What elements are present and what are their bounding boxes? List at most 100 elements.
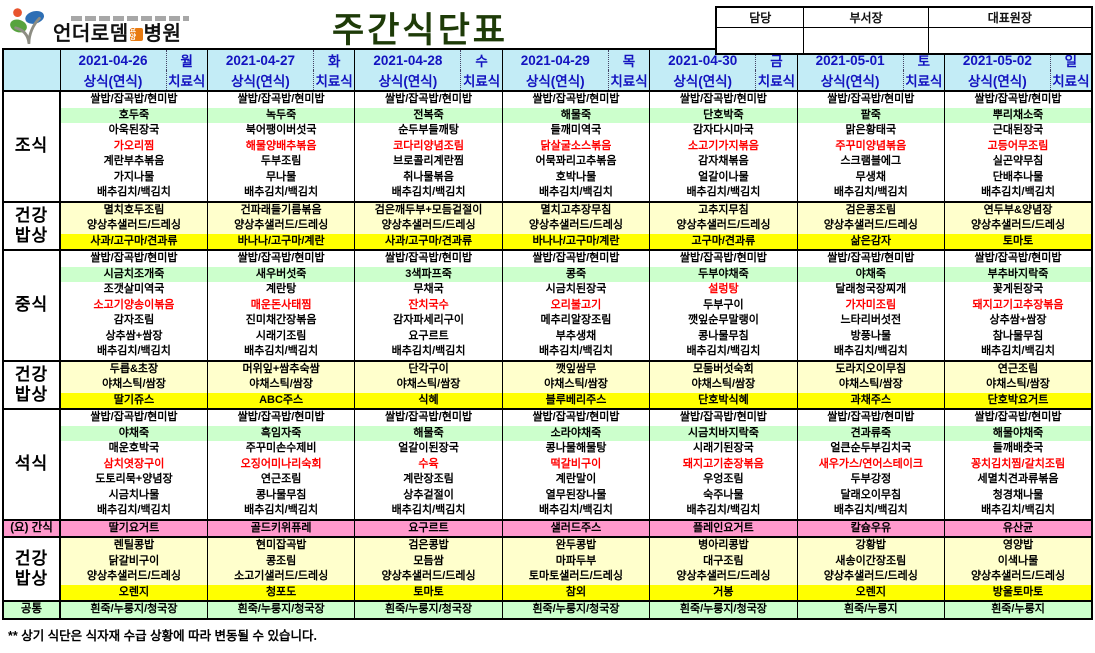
menu-item: 양상추샐러드/드레싱 <box>59 569 208 585</box>
menu-item: 돼지고기고추장볶음 <box>944 297 1092 313</box>
menu-row: 시금치나물 콩나물무침 상추겉절이 열무된장나물 숙주나물 달래오이무침 청경채나물 <box>3 487 1092 503</box>
menu-item: 고등어무조림 <box>944 138 1092 154</box>
menu-item: 매운호박국 <box>59 441 208 457</box>
day-date: 2021-05-02 <box>962 52 1032 68</box>
menu-item: 야채죽 <box>59 425 208 441</box>
menu-item: 청포도 <box>206 584 355 601</box>
menu-item: 딸기쥬스 <box>59 392 208 409</box>
menu-item: 청경채나물 <box>944 487 1092 503</box>
menu-item: 계란말이 <box>501 472 650 488</box>
menu-row: 호두죽 녹두죽 전복죽 해물죽 단호박죽 팥죽 뿌리채소죽 <box>3 107 1092 123</box>
logo-tagline <box>71 16 189 21</box>
menu-item: 멸치호두조림 <box>59 200 208 218</box>
menu-item: 느타리버섯전 <box>796 313 945 329</box>
menu-item: 배추김치/백김치 <box>796 344 945 361</box>
menu-item: 계란장조림 <box>354 472 503 488</box>
diet-type-normal: 상식(연식) <box>673 74 733 89</box>
menu-row: 삼치엿장구이 오징어미나리숙회 수육 떡갈비구이 돼지고기춘장볶음 새우가스/연어스테이크… <box>3 456 1092 472</box>
menu-item: 쌀밥/잡곡밥/현미밥 <box>59 249 208 267</box>
menu-item: 고추지무침 <box>649 200 798 218</box>
menu-item: 배추김치/백김치 <box>796 185 945 202</box>
menu-item: 양상추샐러드/드레싱 <box>649 218 798 234</box>
menu-item: 식혜 <box>354 392 503 409</box>
menu-item: 야채스틱/쌈장 <box>501 377 650 393</box>
menu-item: 배추김치/백김치 <box>59 503 208 520</box>
diet-type-header-4: 상식(연식) 치료식 <box>501 70 650 92</box>
menu-item: 오렌지 <box>59 584 208 601</box>
menu-item: 양상추샐러드/드레싱 <box>354 218 503 234</box>
page-title: 주간식단표 <box>331 11 509 50</box>
menu-item: 진미채간장볶음 <box>206 313 355 329</box>
menu-item: 브로콜리계란찜 <box>354 154 503 170</box>
diet-type-header-2: 상식(연식) 치료식 <box>206 70 355 92</box>
menu-item: 야채스틱/쌈장 <box>206 377 355 393</box>
hospital-logo: 언더로뎀 요양 병원 <box>8 6 189 44</box>
approval-sign-director <box>927 27 1093 55</box>
logo-name-main: 언더로뎀 <box>53 23 129 45</box>
menu-item: 토마토샐러드/드레싱 <box>501 569 650 585</box>
menu-item: 방울토마토 <box>944 584 1092 601</box>
menu-item: 토마토 <box>944 233 1092 250</box>
menu-item: 배추김치/백김치 <box>944 344 1092 361</box>
section-label-dinner: 석식 <box>3 408 61 520</box>
section-label-common: 공통 <box>3 600 61 619</box>
diet-type-treatment: 치료식 <box>902 70 944 89</box>
menu-item: 양상추샐러드/드레싱 <box>354 569 503 585</box>
weekly-menu-table: 2021-04-26 월 2021-04-27 화 2021-04-28 수 2021-04… <box>2 48 1093 620</box>
menu-item: 시금치나물 <box>59 487 208 503</box>
menu-item: 쌀밥/잡곡밥/현미밥 <box>354 249 503 267</box>
diet-type-normal: 상식(연식) <box>231 74 290 89</box>
menu-item: 배추김치/백김치 <box>649 185 798 202</box>
menu-item: 배추김치/백김치 <box>206 344 355 361</box>
menu-item: 쌀밥/잡곡밥/현미밥 <box>944 90 1092 108</box>
menu-row: 감자조림 진미채간장볶음 감자파세리구이 메추리알장조림 깻잎순무말랭이 느타리버섯전 상추… <box>3 313 1092 329</box>
menu-item: 도토리묵+양념장 <box>59 472 208 488</box>
menu-row: 야채죽 흑임자죽 해물죽 소라야채죽 시금치바지락죽 견과류죽 해물야채죽 <box>3 425 1092 441</box>
menu-item: 요구르트 <box>354 518 503 537</box>
menu-item: 삶은감자 <box>796 233 945 250</box>
page-header: 언더로뎀 요양 병원 주간식단표 담당 부서장 대표원장 <box>0 0 1095 55</box>
menu-item: 호박나물 <box>501 169 650 185</box>
day-weekday: 토 <box>902 50 944 70</box>
menu-row: 계란부추볶음 두부조림 브로콜리계란찜 어묵꽈리고추볶음 감자채볶음 스크램블에그 실곤약무… <box>3 154 1092 170</box>
diet-type-normal: 상식(연식) <box>378 74 438 89</box>
menu-item: 흑임자죽 <box>206 425 355 441</box>
menu-item: 흰죽/누룽지 <box>944 600 1092 619</box>
menu-row: 배추김치/백김치 배추김치/백김치 배추김치/백김치 배추김치/백김치 배추김치/백김치… <box>3 185 1092 202</box>
section-label-snack: (요) 간식 <box>3 518 61 537</box>
menu-item: 오징어미나리숙회 <box>206 456 355 472</box>
menu-row: 사과/고구마/견과류 바나나/고구마/계란 사과/고구마/견과류 바나나/고구마/계란… <box>3 233 1092 250</box>
menu-item: 바나나/고구마/계란 <box>206 233 355 250</box>
menu-item: 매운돈사태찜 <box>206 297 355 313</box>
menu-item: 대구조림 <box>649 553 798 569</box>
menu-row: 야채스틱/쌈장 야채스틱/쌈장 야채스틱/쌈장 야채스틱/쌈장 야채스틱/쌈장 야채스틱/… <box>3 377 1092 393</box>
menu-item: 쌀밥/잡곡밥/현미밥 <box>649 249 798 267</box>
menu-item: 달래오이무침 <box>796 487 945 503</box>
menu-row: 매운호박국 주꾸미손수제비 얼갈이된장국 콩나물해물탕 시래기된장국 얼큰순두부김치국 들깨… <box>3 441 1092 457</box>
menu-item: 배추김치/백김치 <box>649 503 798 520</box>
menu-item: 칼슘우유 <box>796 518 945 537</box>
section-label-healthy-1: 건강 밥상 <box>3 200 61 250</box>
menu-item: 야채스틱/쌈장 <box>944 377 1092 393</box>
menu-row: 배추김치/백김치 배추김치/백김치 배추김치/백김치 배추김치/백김치 배추김치/백김치… <box>3 503 1092 520</box>
menu-item: 연근조림 <box>206 472 355 488</box>
section-label-healthy-2: 건강 밥상 <box>3 359 61 409</box>
menu-item: 상추겉절이 <box>354 487 503 503</box>
menu-item: 유산균 <box>944 518 1092 537</box>
menu-item: 흰죽/누룽지/청국장 <box>59 600 208 619</box>
menu-row: 건강 밥상 두릅&초장 머위잎+쌈추숙쌈 단각구이 깻잎쌈무 모둠버섯숙회 도라지오이무침 연근… <box>3 359 1092 409</box>
menu-row: 배추김치/백김치 배추김치/백김치 배추김치/백김치 배추김치/백김치 배추김치/백김치… <box>3 344 1092 361</box>
menu-item: 시금치조개죽 <box>59 266 208 282</box>
menu-item: 주꾸미손수제비 <box>206 441 355 457</box>
menu-item: 시금치바지락죽 <box>649 425 798 441</box>
day-date: 2021-04-29 <box>520 52 590 68</box>
menu-item: 배추김치/백김치 <box>944 503 1092 520</box>
menu-item: 시금치된장국 <box>501 282 650 298</box>
menu-item: 호두죽 <box>59 107 208 123</box>
menu-item: 고구마/견과류 <box>649 233 798 250</box>
day-date: 2021-04-26 <box>78 52 148 68</box>
menu-item: 콩나물해물탕 <box>501 441 650 457</box>
menu-item: 멸치고추장무침 <box>501 200 650 218</box>
section-healthy-2: 건강 밥상 두릅&초장 머위잎+쌈추숙쌈 단각구이 깻잎쌈무 모둠버섯숙회 도라지오이무침 연근… <box>3 359 1092 409</box>
menu-item: 양상추샐러드/드레싱 <box>206 218 355 234</box>
